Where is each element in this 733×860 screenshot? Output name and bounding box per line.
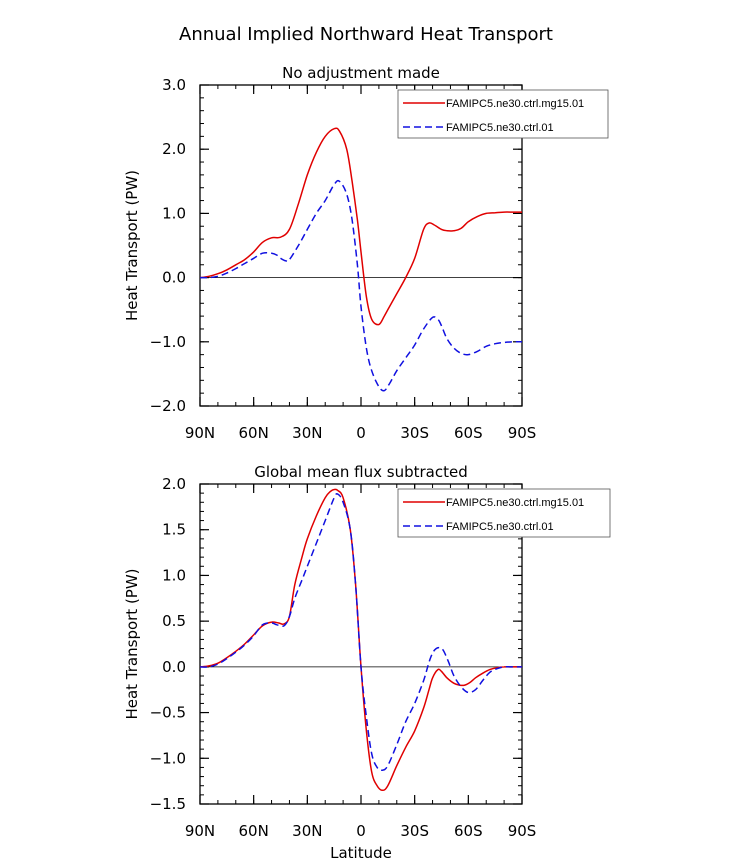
- x-tick-label: 90S: [508, 424, 537, 442]
- y-tick-label: −1.0: [150, 333, 186, 351]
- y-axis-label: Heat Transport (PW): [123, 170, 141, 321]
- y-axis-label: Heat Transport (PW): [123, 568, 141, 719]
- x-tick-label: 60S: [454, 822, 483, 840]
- legend-box: [397, 488, 611, 538]
- series-line-ctrl: [199, 179, 523, 392]
- panel-bottom: 90N 60N 30N 0 30S 60S 90S −1.5 −1.0 −0.5 0.0 0.5 1.0…: [123, 463, 611, 860]
- y-tick-label: 0.0: [162, 658, 186, 676]
- x-tick-label: 90N: [185, 822, 215, 840]
- y-tick-label: 1.5: [162, 521, 186, 539]
- x-tick-label: 60S: [454, 424, 483, 442]
- y-tick-label: −0.5: [150, 704, 186, 722]
- y-tick-label: 0.0: [162, 269, 186, 287]
- legend-label: FAMIPC5.ne30.ctrl.mg15.01: [446, 497, 584, 509]
- y-tick-label: 1.0: [162, 204, 186, 222]
- series-line-mg15: [199, 127, 522, 326]
- x-axis-label: Latitude: [330, 844, 392, 860]
- y-tick-label: 3.0: [162, 76, 186, 94]
- x-tick-label: 90S: [508, 822, 537, 840]
- panel-subtitle: Global mean flux subtracted: [254, 463, 468, 481]
- x-tick-label: 0: [356, 822, 366, 840]
- x-tick-label: 0: [356, 424, 366, 442]
- figure-title: Annual Implied Northward Heat Transport: [179, 24, 553, 45]
- y-tick-label: 1.0: [162, 566, 186, 584]
- x-tick-label: 60N: [239, 424, 269, 442]
- y-tick-label: −1.0: [150, 749, 186, 767]
- panel-top: 90N 60N 30N 0 30S 60S 90S −2.0 −1.0 0.0 1.0 2.0 3.0 N…: [123, 64, 609, 442]
- x-tick-label: 30S: [400, 822, 429, 840]
- series-line-mg15: [199, 488, 522, 792]
- x-tick-label: 30N: [292, 424, 322, 442]
- y-tick-label: 2.0: [162, 140, 186, 158]
- series-line-ctrl: [199, 492, 522, 772]
- legend-label: FAMIPC5.ne30.ctrl.mg15.01: [446, 98, 584, 110]
- y-tick-label: 2.0: [162, 475, 186, 493]
- x-tick-label: 30S: [400, 424, 429, 442]
- legend-label: FAMIPC5.ne30.ctrl.01: [446, 521, 554, 533]
- y-tick-label: 0.5: [162, 612, 186, 630]
- panel-subtitle: No adjustment made: [282, 64, 440, 82]
- x-tick-label: 30N: [292, 822, 322, 840]
- x-tick-label: 60N: [239, 822, 269, 840]
- legend-box: [397, 89, 609, 139]
- y-tick-label: −2.0: [150, 397, 186, 415]
- x-tick-label: 90N: [185, 424, 215, 442]
- y-tick-label: −1.5: [150, 795, 186, 813]
- legend-label: FAMIPC5.ne30.ctrl.01: [446, 122, 554, 134]
